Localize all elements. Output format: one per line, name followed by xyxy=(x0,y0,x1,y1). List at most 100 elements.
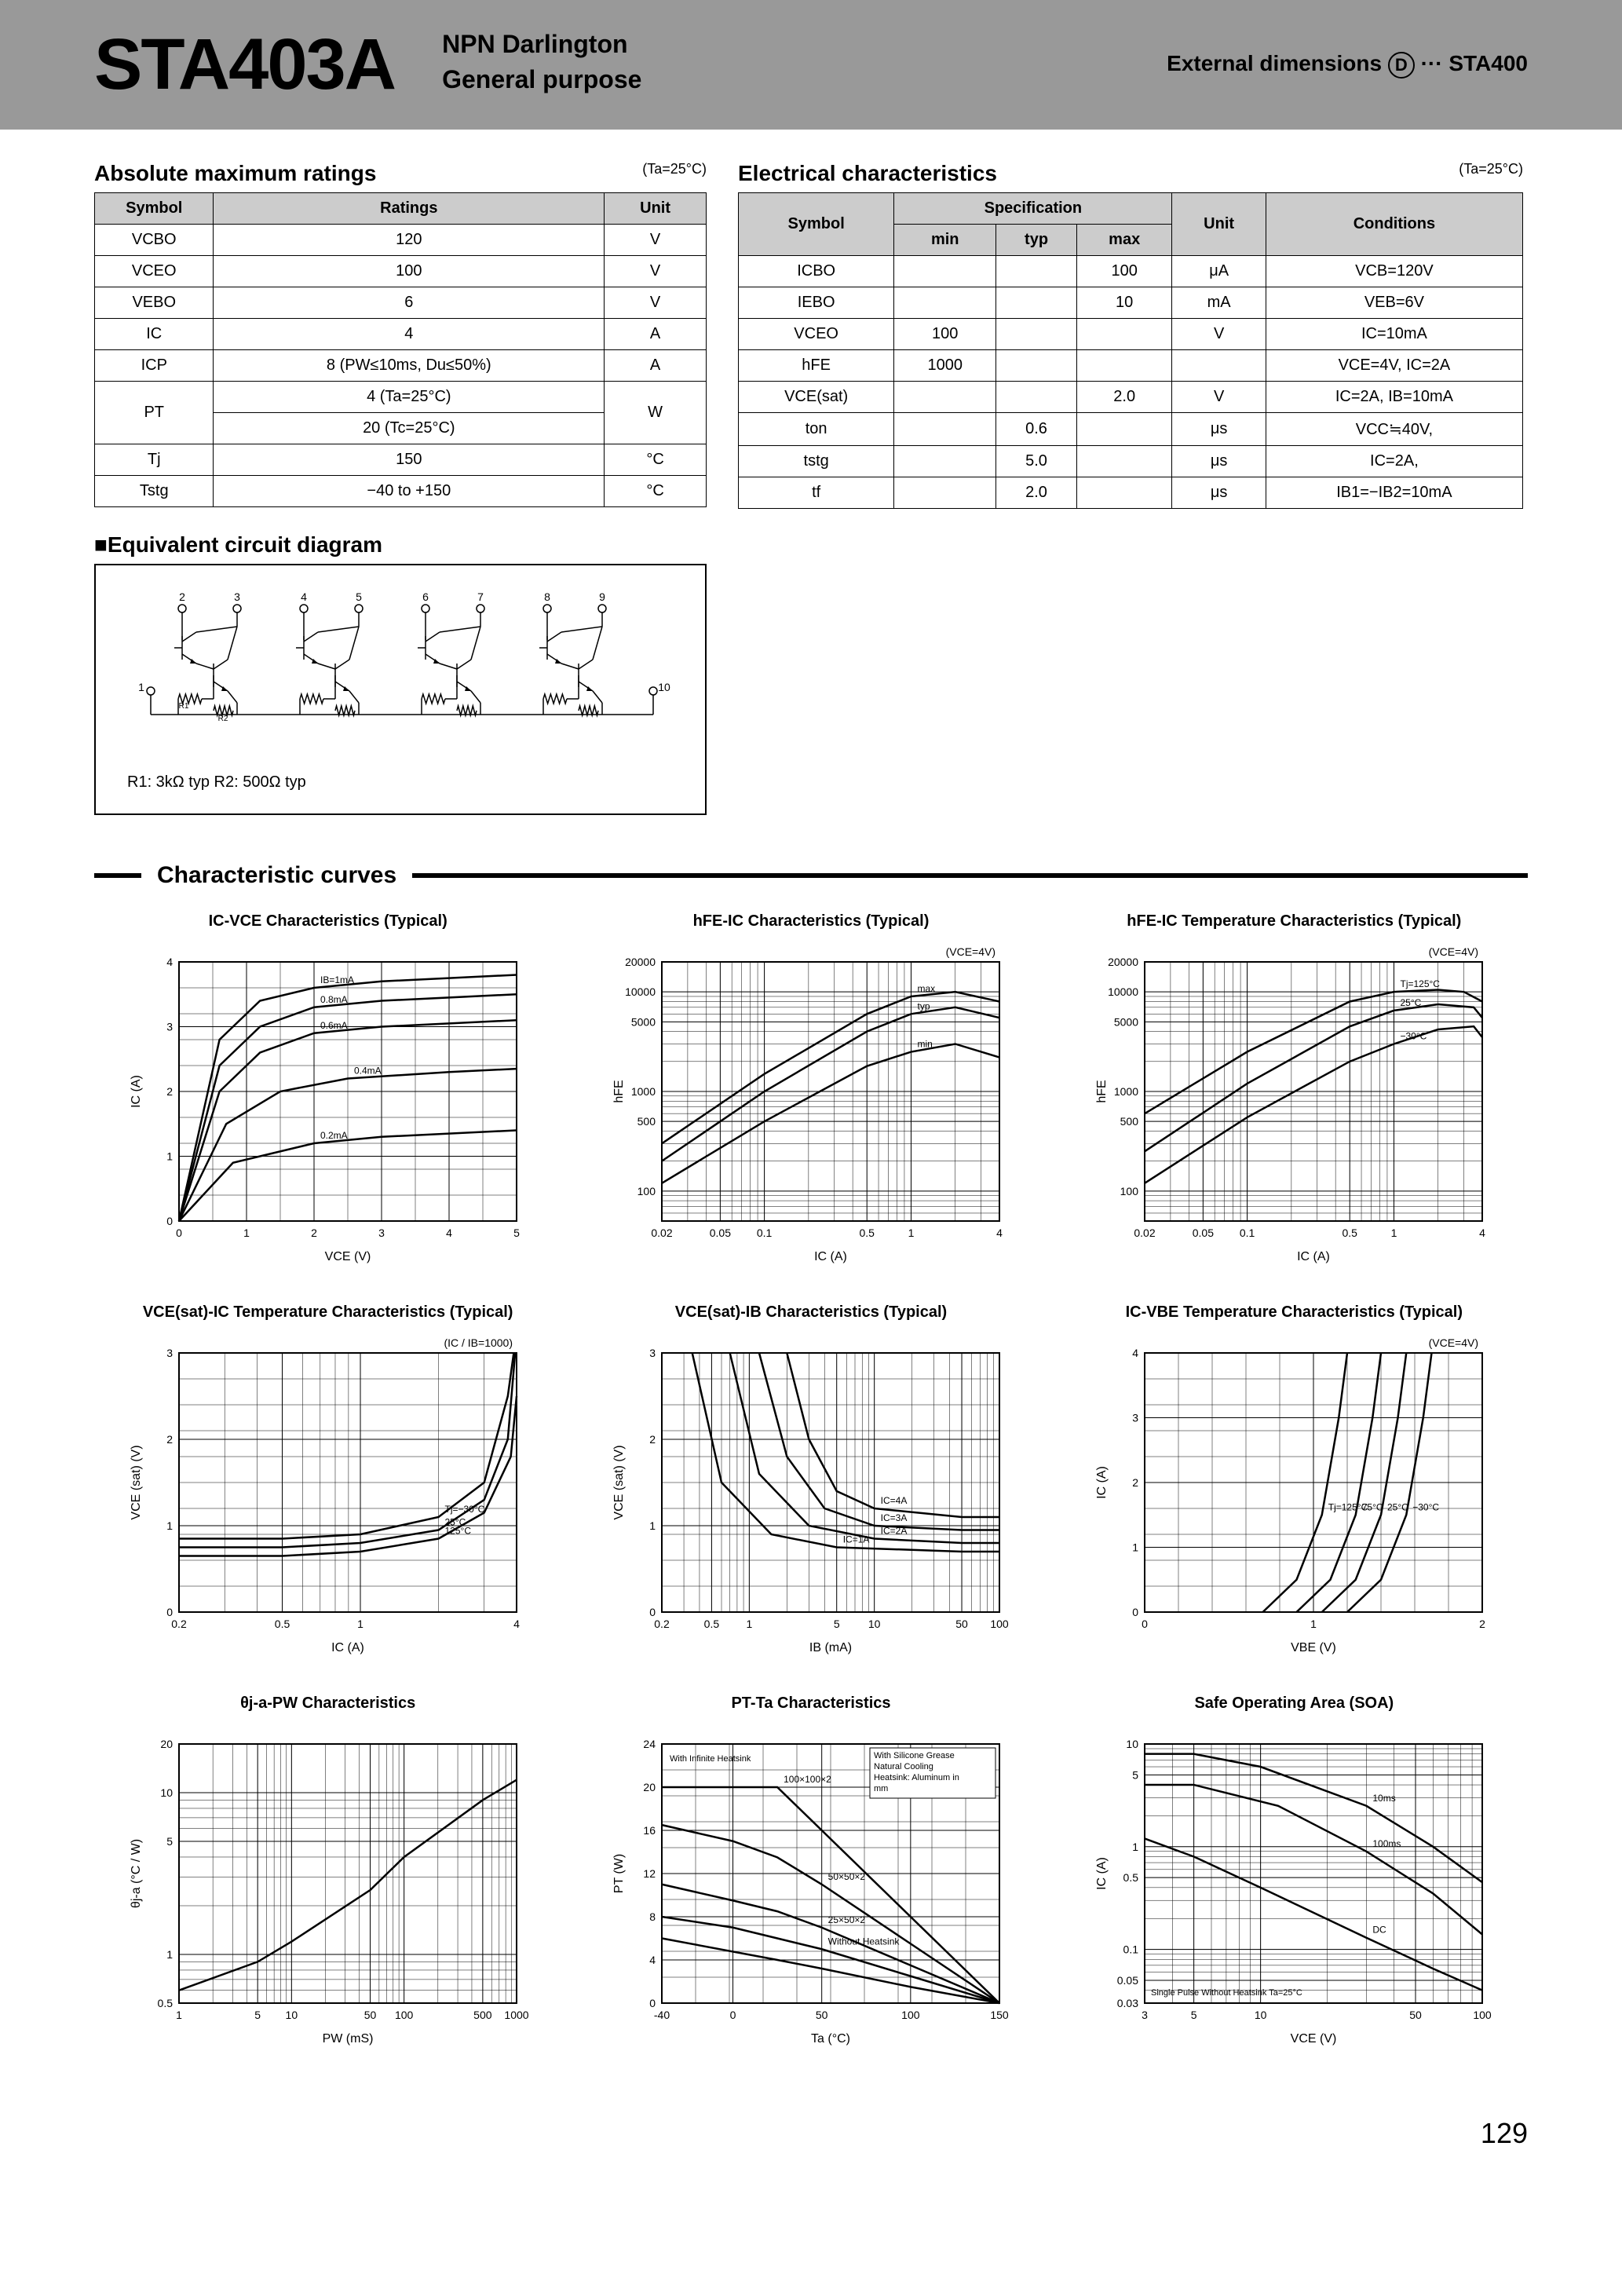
svg-text:10000: 10000 xyxy=(625,985,656,998)
svg-text:2: 2 xyxy=(166,1085,173,1098)
svg-text:1000: 1000 xyxy=(631,1085,656,1098)
abs-rating: 4 xyxy=(214,319,605,350)
svg-text:4: 4 xyxy=(446,1227,452,1239)
svg-text:5000: 5000 xyxy=(1114,1015,1138,1028)
chart-svg: 0.020.050.10.514100500100050001000020000… xyxy=(607,938,1015,1268)
svg-text:3: 3 xyxy=(378,1227,385,1239)
svg-text:Without Heatsink: Without Heatsink xyxy=(828,1936,901,1947)
svg-text:2: 2 xyxy=(649,1433,656,1446)
svg-text:IB (mA): IB (mA) xyxy=(809,1641,852,1654)
elec-sym: ICBO xyxy=(739,256,894,287)
svg-text:0.2mA: 0.2mA xyxy=(320,1130,348,1141)
svg-text:IC=3A: IC=3A xyxy=(881,1512,908,1523)
chart3: hFE-IC Temperature Characteristics (Typi… xyxy=(1076,912,1512,1272)
svg-text:Tj=−30°C: Tj=−30°C xyxy=(444,1504,484,1515)
svg-text:1000: 1000 xyxy=(1114,1085,1138,1098)
elec-typ: 0.6 xyxy=(996,413,1077,446)
elec-min xyxy=(894,413,996,446)
elec-unit: μs xyxy=(1172,446,1266,477)
elec-max: 10 xyxy=(1076,287,1172,319)
chart-title: hFE-IC Characteristics (Typical) xyxy=(593,912,1028,930)
chart1: IC-VCE Characteristics (Typical)01234501… xyxy=(110,912,546,1272)
abs-unit: V xyxy=(605,287,707,319)
svg-text:2: 2 xyxy=(311,1227,317,1239)
abs-sym: Tj xyxy=(95,444,214,476)
abs-rating: 6 xyxy=(214,287,605,319)
elec-sym: tstg xyxy=(739,446,894,477)
elec-min xyxy=(894,477,996,509)
chart-title: θj-a-PW Characteristics xyxy=(110,1695,546,1713)
svg-text:0.5: 0.5 xyxy=(704,1618,720,1630)
ext-dim-code: D xyxy=(1388,52,1415,79)
svg-text:0.02: 0.02 xyxy=(1134,1227,1156,1239)
svg-text:5: 5 xyxy=(254,2009,261,2021)
svg-text:1: 1 xyxy=(1133,1541,1139,1554)
svg-text:max: max xyxy=(917,983,935,994)
chart-title: Safe Operating Area (SOA) xyxy=(1076,1695,1512,1713)
svg-text:0.4mA: 0.4mA xyxy=(354,1066,382,1077)
elec-cond: VEB=6V xyxy=(1266,287,1522,319)
svg-text:IC (A): IC (A) xyxy=(331,1641,364,1654)
svg-text:1: 1 xyxy=(1391,1227,1397,1239)
svg-text:8: 8 xyxy=(544,590,550,603)
elec-unit: μs xyxy=(1172,413,1266,446)
svg-text:3: 3 xyxy=(1133,1412,1139,1424)
elec-h-symbol: Symbol xyxy=(739,193,894,256)
svg-text:1: 1 xyxy=(166,1519,173,1532)
svg-text:(VCE=4V): (VCE=4V) xyxy=(1429,945,1478,958)
chart5: VCE(sat)-IB Characteristics (Typical)0.2… xyxy=(593,1303,1028,1663)
circuit-note: R1: 3kΩ typ R2: 500Ω typ xyxy=(127,773,674,792)
type-line2: General purpose xyxy=(442,65,641,94)
svg-text:0: 0 xyxy=(166,1215,173,1227)
svg-text:0.02: 0.02 xyxy=(651,1227,672,1239)
chart-title: VCE(sat)-IB Characteristics (Typical) xyxy=(593,1303,1028,1322)
ext-dim-label: External dimensions xyxy=(1167,51,1382,75)
elec-min xyxy=(894,256,996,287)
svg-text:10: 10 xyxy=(1255,2009,1267,2021)
svg-text:4: 4 xyxy=(996,1227,1003,1239)
svg-text:Single Pulse Without Heatsink: Single Pulse Without Heatsink Ta=25°C xyxy=(1151,1988,1302,1998)
elec-max xyxy=(1076,477,1172,509)
svg-text:3: 3 xyxy=(166,1021,173,1033)
header-right: External dimensions D ··· STA400 xyxy=(1167,51,1528,79)
svg-text:3: 3 xyxy=(649,1347,656,1359)
chart-svg: 0.20.5140123IC (A)VCE (sat) (V)(IC / IB=… xyxy=(124,1329,532,1659)
svg-text:500: 500 xyxy=(1120,1115,1139,1128)
svg-text:With Silicone Grease: With Silicone Grease xyxy=(874,1751,955,1760)
svg-text:IC=2A: IC=2A xyxy=(881,1526,908,1537)
svg-text:10: 10 xyxy=(658,681,670,693)
elec-cond: IC=10mA xyxy=(1266,319,1522,350)
abs-ta-note: (Ta=25°C) xyxy=(642,161,707,177)
svg-text:Natural Cooling: Natural Cooling xyxy=(874,1762,933,1771)
chart6: IC-VBE Temperature Characteristics (Typi… xyxy=(1076,1303,1512,1663)
elec-unit xyxy=(1172,350,1266,382)
elec-typ xyxy=(996,256,1077,287)
svg-text:0.05: 0.05 xyxy=(710,1227,731,1239)
svg-text:25°C: 25°C xyxy=(1387,1501,1408,1512)
svg-text:hFE: hFE xyxy=(612,1080,626,1102)
svg-text:0.05: 0.05 xyxy=(1117,1974,1138,1987)
svg-text:24: 24 xyxy=(643,1738,656,1750)
chart2: hFE-IC Characteristics (Typical) 0.02 0.05… xyxy=(593,912,1028,1272)
abs-unit: A xyxy=(605,350,707,382)
abs-sym: VEBO xyxy=(95,287,214,319)
circuit-diagram: 123R1R245678910 xyxy=(127,589,677,746)
chart-svg: -4005010015004812162024Ta (°C)PT (W)100×… xyxy=(607,1720,1015,2050)
chart-svg: 0.020.050.10.514100500100050001000020000… xyxy=(1090,938,1498,1268)
abs-sym: PT xyxy=(95,382,214,444)
svg-text:20000: 20000 xyxy=(1108,956,1138,968)
svg-text:500: 500 xyxy=(637,1115,656,1128)
elec-ta-note: (Ta=25°C) xyxy=(1459,161,1523,177)
elec-typ xyxy=(996,287,1077,319)
elec-cond: VCC≒40V, xyxy=(1266,413,1522,446)
svg-text:125°C: 125°C xyxy=(444,1526,471,1537)
svg-text:100: 100 xyxy=(1120,1185,1139,1197)
svg-text:VCE (sat) (V): VCE (sat) (V) xyxy=(612,1445,626,1519)
svg-text:-40: -40 xyxy=(654,2009,670,2021)
chart-svg: 01201234VBE (V)IC (A)(VCE=4V)Tj=125°C75°… xyxy=(1090,1329,1498,1659)
elec-unit: μA xyxy=(1172,256,1266,287)
ext-dim-dots: ··· xyxy=(1421,51,1443,75)
elec-block: Electrical characteristics (Ta=25°C) Sym… xyxy=(738,161,1523,509)
svg-text:0.1: 0.1 xyxy=(1123,1943,1139,1956)
header-bar: STA403A NPN Darlington General purpose E… xyxy=(0,0,1622,130)
